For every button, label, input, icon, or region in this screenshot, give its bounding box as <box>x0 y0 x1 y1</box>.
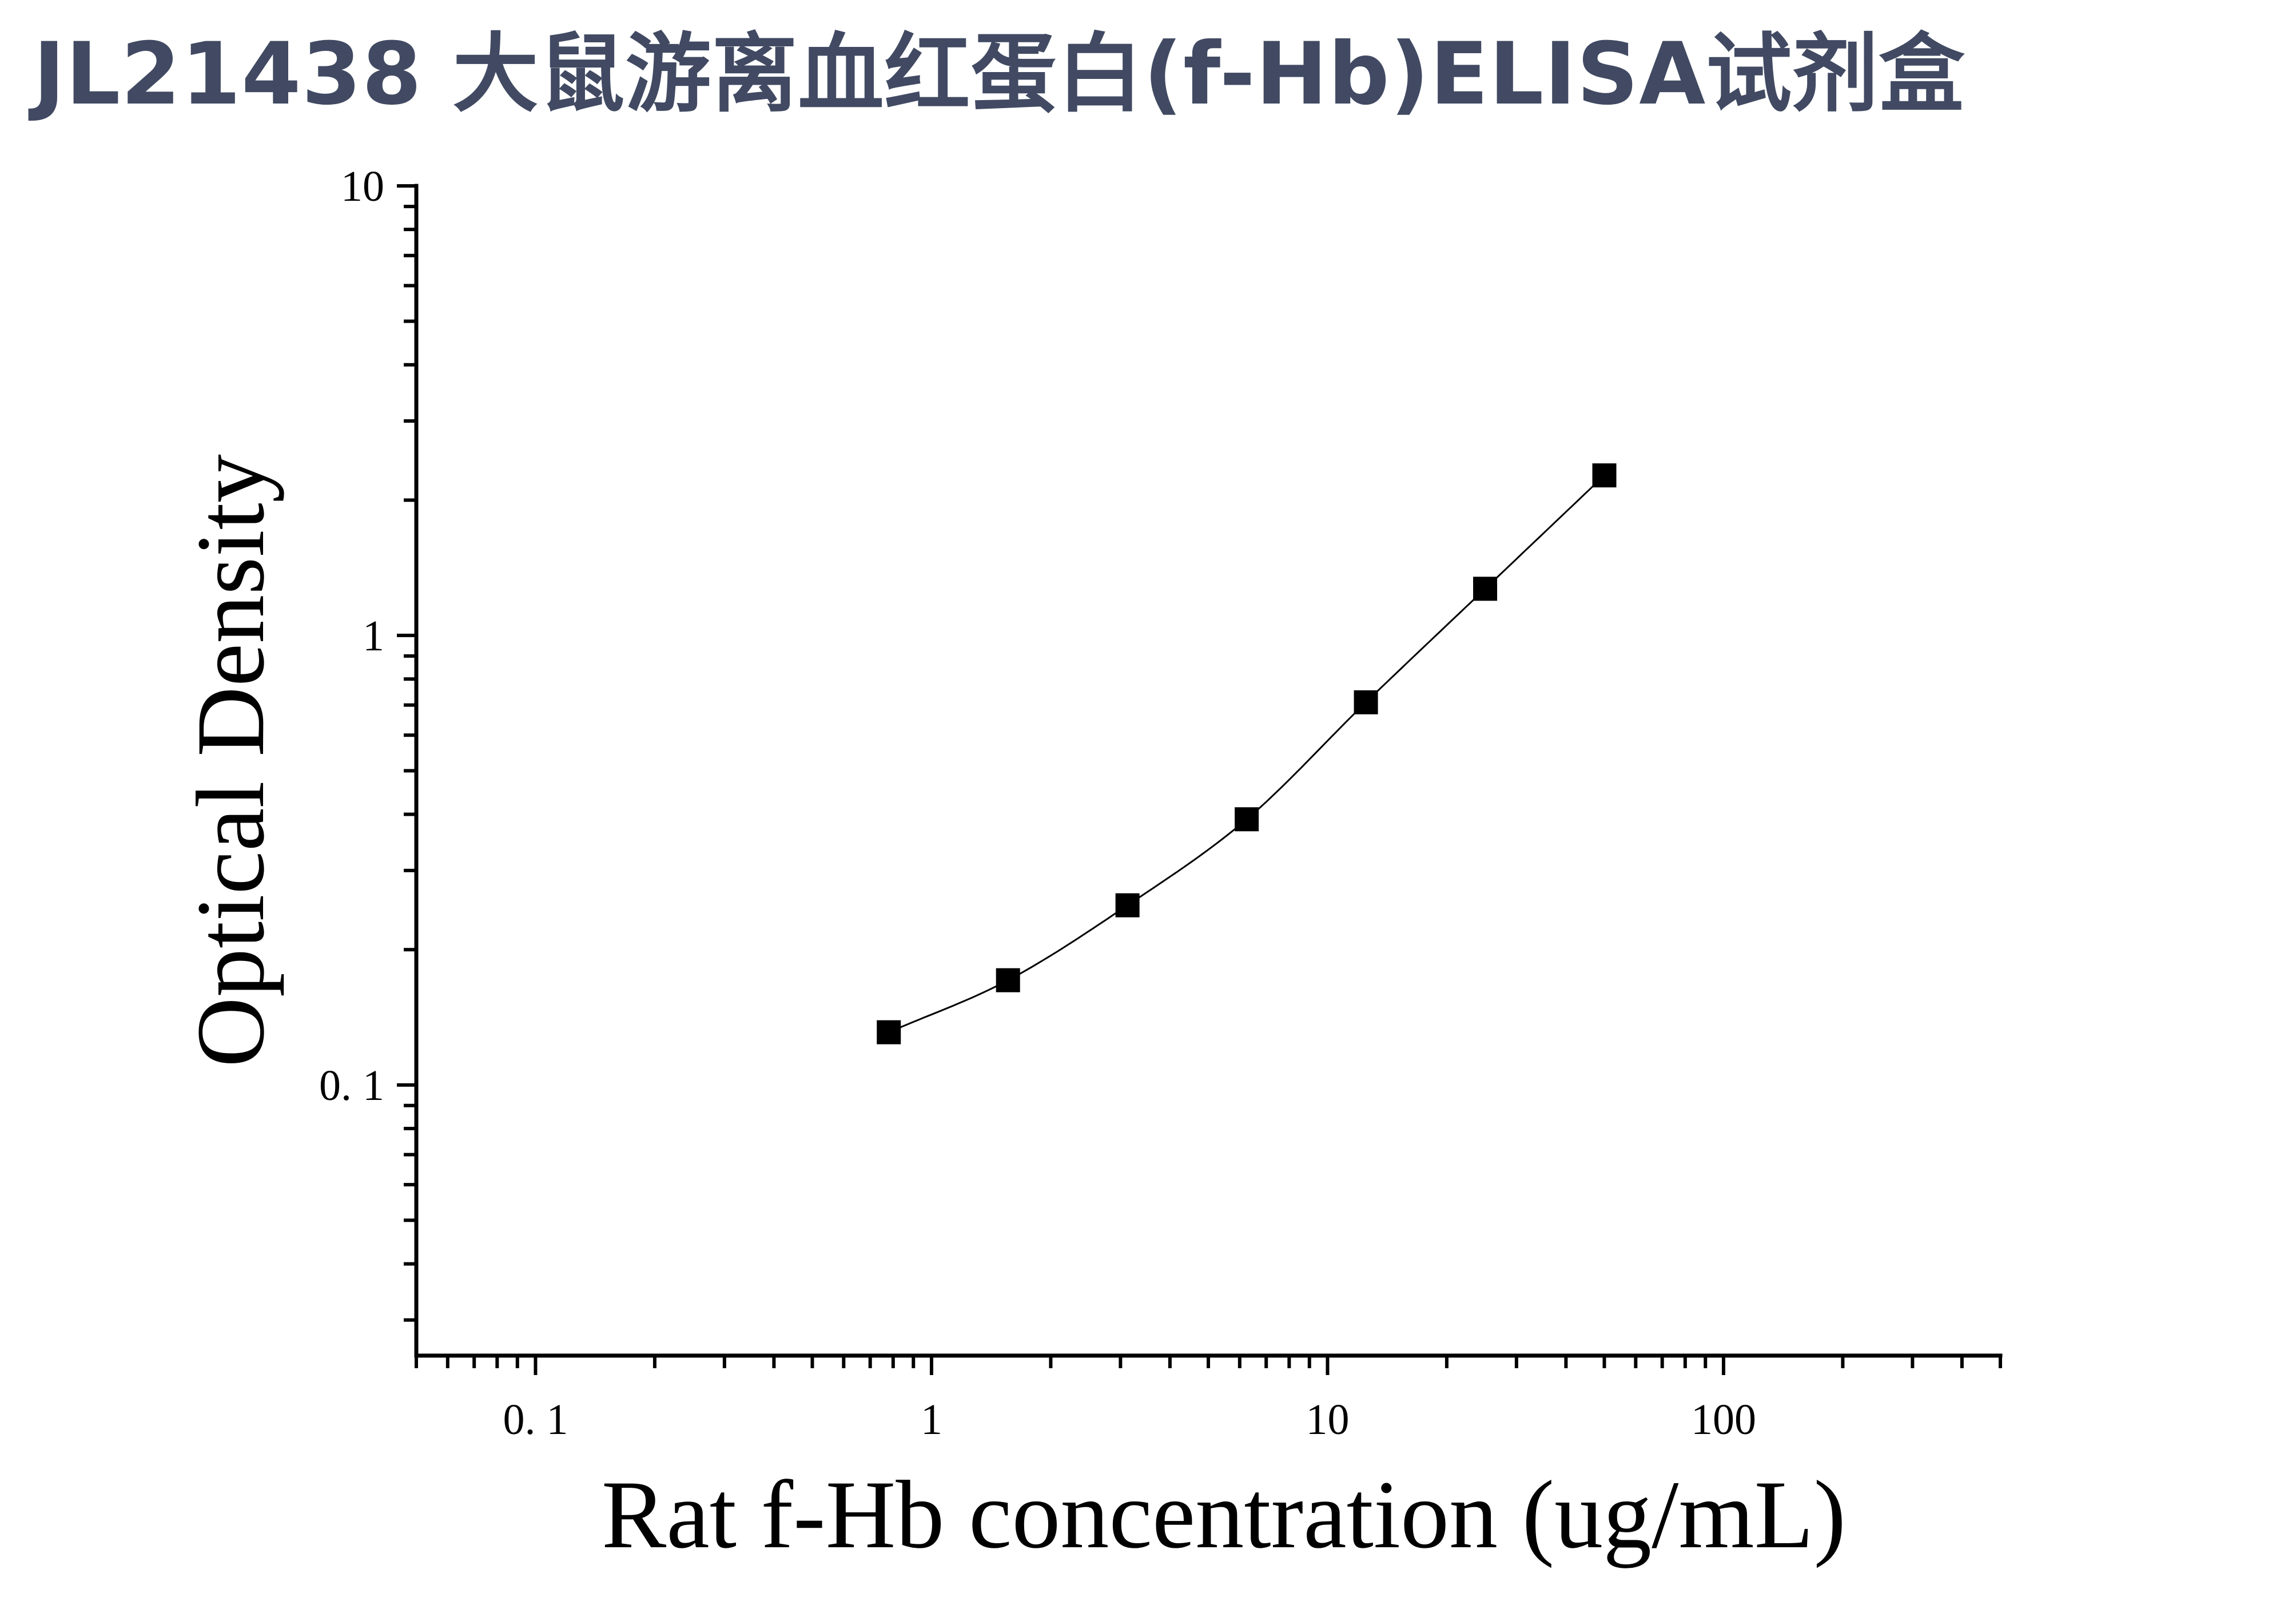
x-tick-label: 0. 1 <box>503 1396 568 1444</box>
x-tick-label: 10 <box>1306 1396 1349 1444</box>
x-tick-label: 1 <box>921 1396 942 1444</box>
data-point <box>1354 690 1378 714</box>
data-point <box>1235 807 1259 832</box>
data-point <box>1473 577 1498 601</box>
data-points <box>877 463 1617 1044</box>
axes: 0. 1 1 10 100 0. 1 1 10 <box>319 162 2003 1444</box>
page-title: JL21438 大鼠游离血红蛋白(f-Hb)ELISA试剂盒 <box>33 25 1965 124</box>
data-point <box>1592 463 1617 488</box>
data-point <box>996 968 1020 992</box>
x-axis-title: Rat f-Hb concentration (ug/mL) <box>602 1461 1846 1568</box>
y-axis-title: Optical Density <box>177 454 284 1067</box>
fit-curve-group <box>888 475 1605 1034</box>
y-tick-label: 10 <box>341 162 384 210</box>
x-tick-label: 100 <box>1691 1396 1756 1444</box>
data-point <box>1115 893 1140 917</box>
data-point <box>877 1020 901 1044</box>
y-tick-label: 0. 1 <box>319 1062 384 1110</box>
y-tick-label: 1 <box>363 612 384 660</box>
fit-curve <box>888 475 1605 1034</box>
